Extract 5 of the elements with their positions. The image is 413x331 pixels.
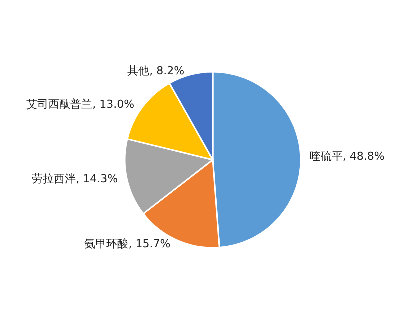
slice-label: 氨甲环酸, 15.7%	[84, 238, 171, 251]
slice-label: 艾司西酞普兰, 13.0%	[26, 98, 135, 112]
slice-label: 劳拉西泮, 14.3%	[32, 172, 118, 186]
slice-label: 其他, 8.2%	[128, 64, 185, 78]
slice-label: 喹硫平, 48.8%	[310, 150, 385, 164]
